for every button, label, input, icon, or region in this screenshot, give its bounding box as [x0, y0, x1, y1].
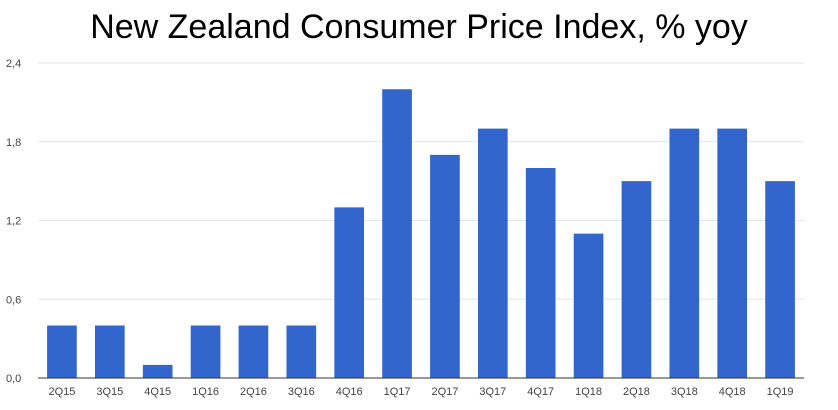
y-tick-label-0: 0,0 [6, 373, 21, 385]
bar-2Q16 [238, 325, 269, 378]
x-tick-label-3Q17: 3Q17 [479, 386, 506, 398]
x-tick-label-2Q16: 2Q16 [240, 386, 267, 398]
bar-4Q15 [142, 364, 173, 378]
y-tick-label-3: 1,8 [6, 137, 21, 149]
bar-2Q15 [47, 325, 77, 378]
x-tick-label-4Q17: 4Q17 [527, 386, 554, 398]
x-tick-label-4Q18: 4Q18 [719, 386, 746, 398]
y-tick-label-4: 2,4 [6, 58, 21, 70]
bar-1Q16 [190, 325, 221, 378]
y-tick-label-1: 0,6 [6, 294, 21, 306]
x-axis-tick-labels: 2Q15 3Q15 4Q15 1Q16 2Q16 3Q16 4Q16 1Q17 2Q17 3Q17… [48, 386, 793, 398]
bar-3Q18 [669, 128, 700, 378]
bar-3Q15 [94, 325, 125, 378]
x-tick-label-4Q15: 4Q15 [144, 386, 171, 398]
chart-title: New Zealand Consumer Price Index, % yoy [90, 8, 748, 46]
x-tick-label-4Q16: 4Q16 [336, 386, 363, 398]
x-tick-label-1Q16: 1Q16 [192, 386, 219, 398]
bar-3Q17 [477, 128, 508, 378]
x-tick-label-3Q18: 3Q18 [671, 386, 698, 398]
bar-1Q17 [382, 89, 412, 378]
y-axis-tick-labels: 0,0 0,6 1,2 1,8 2,4 [6, 58, 21, 385]
bar-4Q17 [525, 168, 556, 378]
bar-1Q19 [765, 181, 795, 378]
bar-1Q18 [573, 233, 604, 378]
bar-3Q16 [286, 325, 317, 378]
bar-4Q16 [334, 207, 365, 378]
x-tick-label-2Q15: 2Q15 [48, 386, 75, 398]
x-tick-label-1Q19: 1Q19 [767, 386, 794, 398]
x-tick-label-3Q15: 3Q15 [96, 386, 123, 398]
x-tick-label-2Q17: 2Q17 [431, 386, 458, 398]
bar-2Q18 [621, 181, 652, 378]
bars [47, 89, 795, 378]
bar-2Q17 [430, 154, 460, 378]
x-tick-label-1Q18: 1Q18 [575, 386, 602, 398]
x-tick-label-1Q17: 1Q17 [384, 386, 411, 398]
x-tick-label-3Q16: 3Q16 [288, 386, 315, 398]
y-tick-label-2: 1,2 [6, 216, 21, 228]
bar-4Q18 [717, 128, 748, 378]
x-tick-label-2Q18: 2Q18 [623, 386, 650, 398]
